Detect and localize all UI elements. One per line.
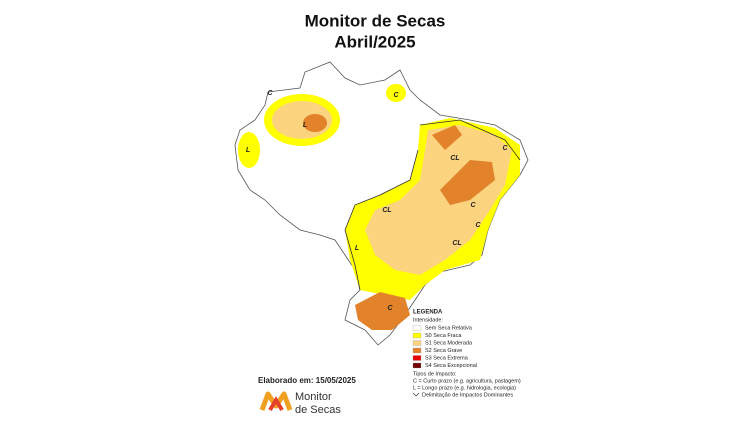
drought-area	[238, 132, 260, 168]
impact-line	[344, 119, 521, 291]
subtitle: Abril/2025	[334, 32, 415, 51]
drought-area	[386, 84, 406, 102]
legend-label: S3 Seca Extrema	[425, 355, 469, 361]
legend-title: LEGENDA	[413, 310, 443, 316]
title: Monitor de Secas	[305, 11, 446, 30]
legend-swatch	[412, 347, 422, 354]
delimitation-icon	[412, 392, 420, 397]
legend-swatch	[412, 355, 422, 361]
legend-label: Sem Seca Relativa	[425, 325, 473, 331]
impact-label: C = Curto prazo (e.g. agricultura, pasta…	[413, 378, 521, 384]
impact-label: L = Longo prazo (e.g. hidrologia, ecolog…	[413, 385, 516, 391]
legend-label: S2 Seca Grave	[425, 348, 462, 354]
legend-subtitle: Intensidade:	[413, 317, 443, 323]
map-label: C	[475, 222, 481, 229]
logo-icon	[259, 391, 293, 412]
legend-swatch	[412, 340, 422, 346]
legend-label: S0 Seca Fraca	[425, 333, 462, 339]
legend-swatch	[412, 362, 422, 369]
logo-text: Monitor	[295, 391, 332, 403]
legend-label: S1 Seca Moderada	[425, 340, 473, 346]
map-label: C	[387, 305, 393, 312]
drought-area	[303, 114, 327, 132]
map-label: CL	[450, 155, 459, 162]
map-label: C	[470, 202, 476, 209]
logo-shape	[259, 391, 293, 411]
map-label: L	[355, 245, 359, 252]
map-label: CL	[452, 240, 461, 247]
delimitation-label: Delimitação de Impactos Dominantes	[422, 392, 513, 398]
logo-shape	[268, 396, 284, 412]
map-label: C	[393, 92, 399, 99]
drought-area	[432, 125, 462, 150]
map	[234, 61, 529, 346]
legend-swatch	[412, 325, 422, 331]
map-label: C	[267, 90, 273, 97]
impact-title: Tipos de Impacto:	[413, 371, 457, 377]
elaboration-date: Elaborado em: 15/05/2025	[258, 376, 356, 385]
drought-area	[355, 292, 410, 330]
drought-area	[440, 160, 495, 205]
legend-swatch	[412, 332, 422, 339]
map-label: L	[303, 122, 307, 129]
legend-label: S4 Seca Excepcional	[425, 363, 477, 369]
map-label: CL	[382, 207, 391, 214]
map-label: C	[502, 145, 508, 152]
logo-text: de Secas	[295, 404, 341, 416]
map-label: L	[246, 147, 250, 154]
